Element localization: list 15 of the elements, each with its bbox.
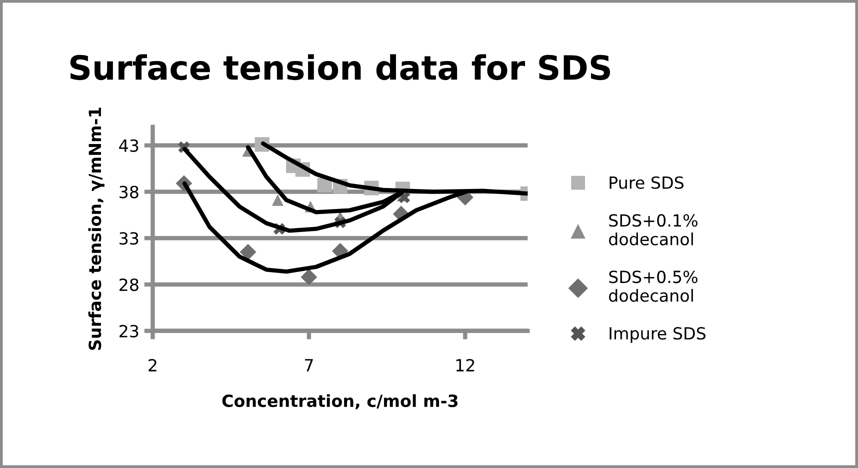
x-tick-label: 12 bbox=[456, 358, 474, 372]
x-tick-label: 7 bbox=[305, 359, 313, 372]
y-axis-title: Surface tension, γ/mNm-1 bbox=[88, 108, 104, 350]
y-tick-label: 23 bbox=[120, 324, 138, 338]
y-tick-label: 38 bbox=[120, 186, 138, 198]
x-axis-title: Concentration, c/mol m-3 bbox=[222, 394, 458, 410]
y-tick-label: 43 bbox=[119, 139, 138, 152]
x-tick-label: 2 bbox=[148, 358, 156, 372]
legend-label: SDS+0.5% dodecanol bbox=[609, 270, 698, 302]
legend-label: SDS+0.1% dodecanol bbox=[609, 214, 698, 246]
chart-title: Surface tension data for SDS bbox=[70, 54, 610, 80]
legend-label: Pure SDS bbox=[610, 176, 684, 189]
y-tick-label: 28 bbox=[120, 278, 138, 292]
legend-label: Impure SDS bbox=[610, 327, 706, 343]
y-tick-label: 33 bbox=[120, 232, 138, 245]
